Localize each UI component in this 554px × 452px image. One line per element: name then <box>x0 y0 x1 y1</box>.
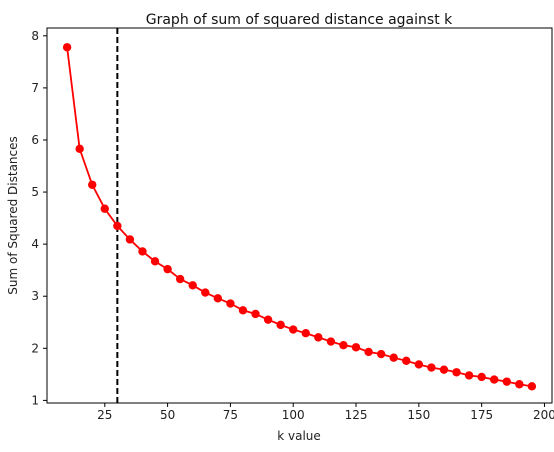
data-point <box>515 380 524 389</box>
data-point <box>502 377 511 386</box>
data-point <box>351 343 361 352</box>
x-tick-label: 100 <box>282 408 305 422</box>
data-point <box>376 349 386 359</box>
data-point <box>477 372 486 382</box>
data-point <box>125 235 135 244</box>
data-point <box>464 371 474 380</box>
data-point <box>427 363 436 372</box>
data-point <box>113 221 122 231</box>
x-tick-label: 150 <box>407 408 430 422</box>
data-point <box>490 375 499 384</box>
x-tick-label: 25 <box>97 408 112 422</box>
y-axis-label: Sum of Squared Distances <box>6 136 20 295</box>
y-tick-label: 4 <box>31 237 39 251</box>
data-point <box>201 288 210 297</box>
data-point <box>301 329 310 338</box>
x-tick-label: 50 <box>160 408 175 422</box>
data-point <box>389 353 398 362</box>
data-point <box>163 264 172 274</box>
data-point <box>238 306 248 315</box>
data-point <box>452 368 461 377</box>
data-point <box>402 356 411 366</box>
data-point <box>339 340 348 350</box>
data-point <box>276 320 285 330</box>
x-tick-label: 125 <box>345 408 368 422</box>
data-point <box>414 360 424 369</box>
data-point <box>263 315 273 324</box>
data-point <box>314 333 323 342</box>
data-point <box>62 43 72 52</box>
y-tick-label: 1 <box>31 393 39 407</box>
x-axis-label: k value <box>277 429 321 443</box>
data-point <box>150 257 160 266</box>
data-point <box>326 337 336 346</box>
data-point <box>527 382 537 391</box>
y-tick-label: 7 <box>31 81 39 95</box>
data-point <box>251 309 260 319</box>
data-point <box>289 325 298 334</box>
x-tick-label: 200 <box>533 408 554 422</box>
series-line <box>66 47 533 388</box>
data-point <box>175 274 185 284</box>
data-point <box>100 204 109 213</box>
data-point <box>188 281 197 290</box>
y-tick-label: 3 <box>31 289 39 303</box>
data-point <box>88 180 97 189</box>
data-point <box>226 299 235 308</box>
y-tick-label: 5 <box>31 185 39 199</box>
chart-title: Graph of sum of squared distance against… <box>146 12 453 28</box>
x-tick-label: 175 <box>470 408 493 422</box>
y-axis: 1 2 3 4 5 6 7 8 <box>31 29 47 407</box>
plot-frame <box>46 27 553 404</box>
x-tick-label: 75 <box>223 408 238 422</box>
y-tick-label: 8 <box>31 29 39 43</box>
data-point <box>439 365 449 374</box>
y-tick-label: 2 <box>31 341 39 355</box>
data-point <box>138 247 147 256</box>
x-axis: 25 50 75 100 125 150 175 200 <box>97 403 554 422</box>
data-point <box>213 294 223 303</box>
y-tick-label: 6 <box>31 133 39 147</box>
series-layer <box>62 43 537 391</box>
data-point <box>364 347 373 357</box>
data-point <box>75 144 84 154</box>
